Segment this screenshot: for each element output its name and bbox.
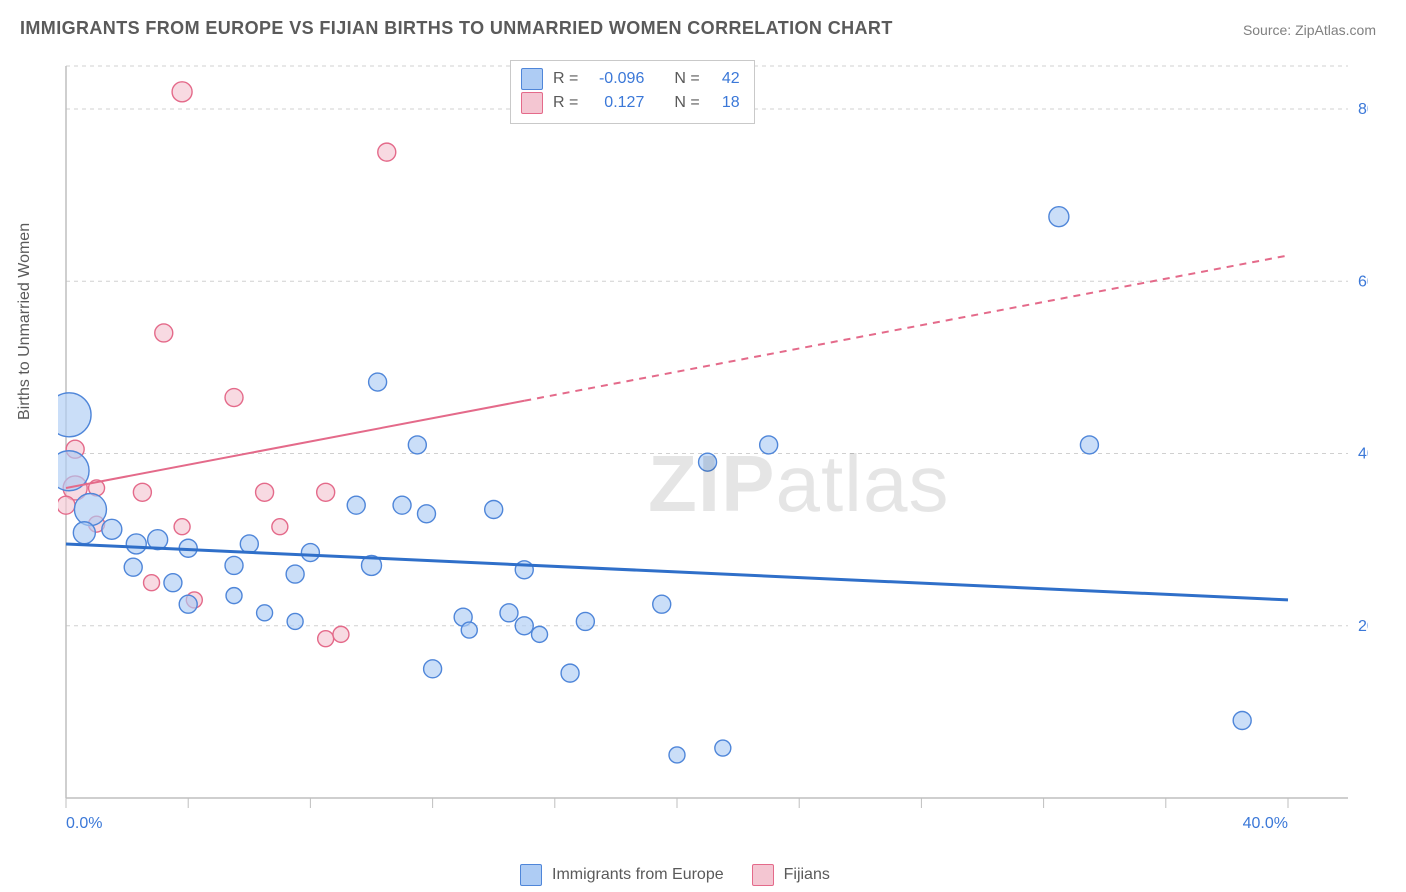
legend-label: Immigrants from Europe xyxy=(552,866,724,884)
data-point[interactable] xyxy=(378,143,396,161)
stats-row: R = -0.096 N = 42 xyxy=(521,67,740,91)
data-point[interactable] xyxy=(58,496,75,514)
data-point[interactable] xyxy=(500,604,518,622)
data-point[interactable] xyxy=(699,453,717,471)
stat-n-value: 42 xyxy=(710,67,740,91)
data-point[interactable] xyxy=(317,483,335,501)
data-point[interactable] xyxy=(74,494,106,526)
data-point[interactable] xyxy=(133,483,151,501)
data-point[interactable] xyxy=(424,660,442,678)
data-point[interactable] xyxy=(155,324,173,342)
legend-label: Fijians xyxy=(784,866,830,884)
stat-n-value: 18 xyxy=(710,91,740,115)
series-swatch xyxy=(520,864,542,886)
series-legend: Immigrants from Europe Fijians xyxy=(520,864,830,886)
data-point[interactable] xyxy=(257,605,273,621)
data-point[interactable] xyxy=(287,613,303,629)
data-point[interactable] xyxy=(240,535,258,553)
source-prefix: Source: xyxy=(1243,22,1295,38)
series-swatch xyxy=(521,68,543,90)
data-point[interactable] xyxy=(561,664,579,682)
data-point[interactable] xyxy=(1049,207,1069,227)
data-point[interactable] xyxy=(225,389,243,407)
data-point[interactable] xyxy=(226,588,242,604)
data-point[interactable] xyxy=(347,496,365,514)
data-point[interactable] xyxy=(333,626,349,642)
legend-item[interactable]: Fijians xyxy=(752,864,830,886)
data-point[interactable] xyxy=(174,519,190,535)
data-point[interactable] xyxy=(532,626,548,642)
data-point[interactable] xyxy=(164,574,182,592)
stat-r-label: R = xyxy=(553,91,578,115)
data-point[interactable] xyxy=(256,483,274,501)
source-attribution: Source: ZipAtlas.com xyxy=(1243,22,1376,38)
data-point[interactable] xyxy=(172,82,192,102)
y-axis-label: Births to Unmarried Women xyxy=(16,223,34,420)
trend-line xyxy=(66,401,524,488)
data-point[interactable] xyxy=(1233,711,1251,729)
scatter-chart-svg: 20.0% 40.0% 60.0% 80.0% 0.0% 40.0% xyxy=(58,58,1368,828)
svg-text:40.0%: 40.0% xyxy=(1243,815,1288,828)
data-point[interactable] xyxy=(102,519,122,539)
stats-row: R = 0.127 N = 18 xyxy=(521,91,740,115)
source-link[interactable]: ZipAtlas.com xyxy=(1295,22,1376,38)
data-point[interactable] xyxy=(669,747,685,763)
data-point[interactable] xyxy=(408,436,426,454)
data-point[interactable] xyxy=(124,558,142,576)
stats-legend-box: R = -0.096 N = 42 R = 0.127 N = 18 xyxy=(510,60,755,124)
data-point[interactable] xyxy=(272,519,288,535)
data-point[interactable] xyxy=(318,631,334,647)
series-swatch xyxy=(521,92,543,114)
data-point[interactable] xyxy=(653,595,671,613)
stat-n-label: N = xyxy=(674,91,699,115)
data-point[interactable] xyxy=(1080,436,1098,454)
data-point[interactable] xyxy=(58,393,91,437)
data-point[interactable] xyxy=(144,575,160,591)
data-point[interactable] xyxy=(179,595,197,613)
data-point[interactable] xyxy=(417,505,435,523)
svg-text:60.0%: 60.0% xyxy=(1358,273,1368,290)
data-point[interactable] xyxy=(73,522,95,544)
svg-text:20.0%: 20.0% xyxy=(1358,618,1368,635)
data-point[interactable] xyxy=(715,740,731,756)
data-point[interactable] xyxy=(126,534,146,554)
svg-text:0.0%: 0.0% xyxy=(66,815,102,828)
data-point[interactable] xyxy=(286,565,304,583)
svg-text:80.0%: 80.0% xyxy=(1358,101,1368,118)
data-point[interactable] xyxy=(369,373,387,391)
legend-item[interactable]: Immigrants from Europe xyxy=(520,864,724,886)
data-point[interactable] xyxy=(515,617,533,635)
stat-r-value: -0.096 xyxy=(588,67,644,91)
chart-area: 20.0%40.0%60.0%80.0%0.0%40.0% ZIPatlas R… xyxy=(58,58,1368,828)
chart-title: IMMIGRANTS FROM EUROPE VS FIJIAN BIRTHS … xyxy=(20,18,893,39)
data-point[interactable] xyxy=(760,436,778,454)
stat-n-label: N = xyxy=(674,67,699,91)
data-point[interactable] xyxy=(393,496,411,514)
data-point[interactable] xyxy=(461,622,477,638)
stat-r-label: R = xyxy=(553,67,578,91)
data-point[interactable] xyxy=(301,544,319,562)
svg-text:40.0%: 40.0% xyxy=(1358,446,1368,463)
stat-r-value: 0.127 xyxy=(588,91,644,115)
data-point[interactable] xyxy=(485,501,503,519)
trend-line-extrapolated xyxy=(524,255,1288,400)
data-point[interactable] xyxy=(225,556,243,574)
data-point[interactable] xyxy=(576,612,594,630)
series-swatch xyxy=(752,864,774,886)
trend-line xyxy=(66,544,1288,600)
